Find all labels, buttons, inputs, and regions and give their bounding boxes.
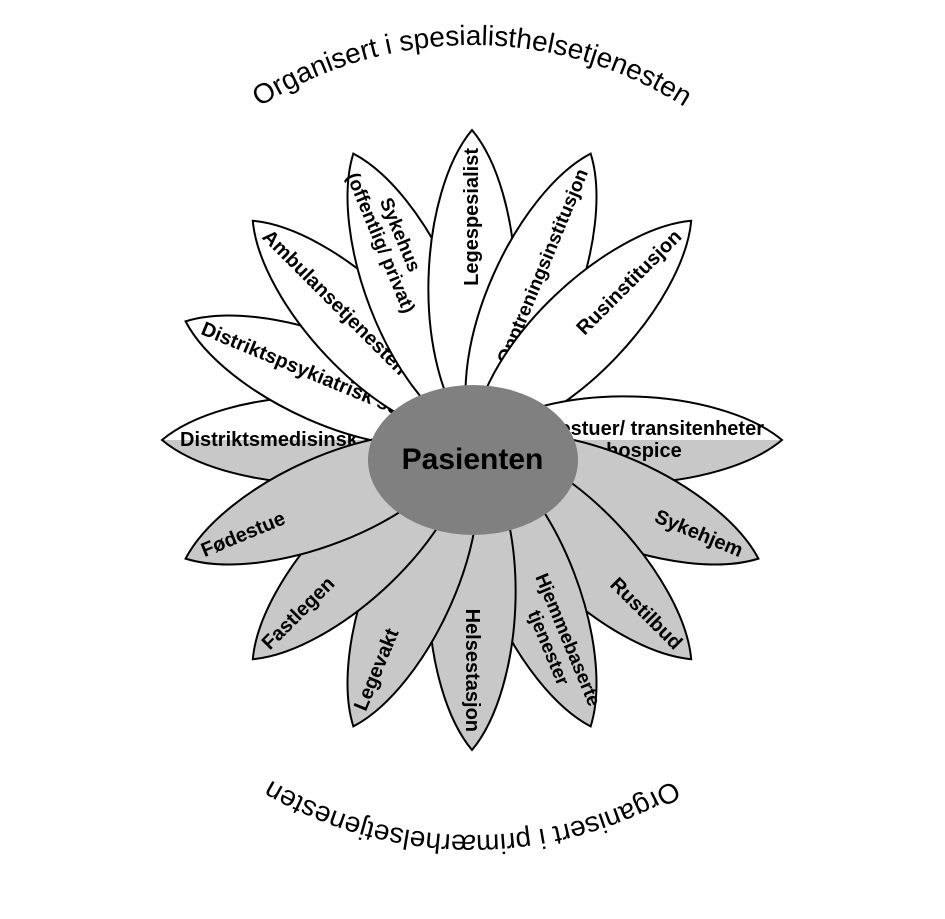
healthcare-flower-diagram: Organisert i spesialisthelsetjenesten Or…	[0, 0, 945, 919]
center-node: Pasienten	[368, 385, 578, 535]
top-arc-label: Organisert i spesialisthelsetjenesten	[247, 20, 698, 112]
bottom-arc-label: Organisert i primærhelsetjenesten	[259, 775, 686, 860]
center-label: Pasienten	[368, 385, 578, 535]
